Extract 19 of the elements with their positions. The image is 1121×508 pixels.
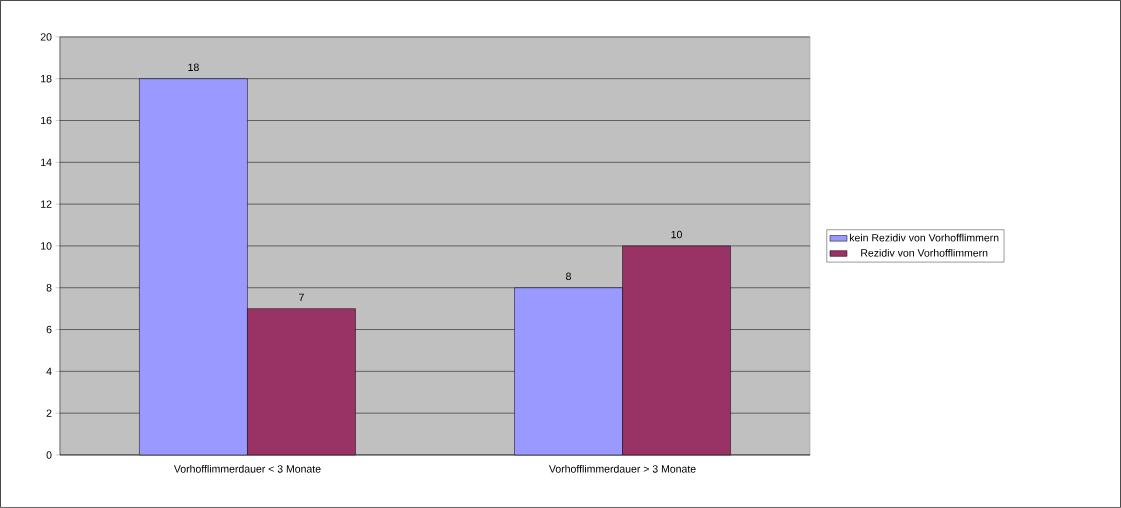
y-tick-label: 16 — [41, 116, 52, 125]
data-label: 7 — [299, 293, 304, 301]
data-label: 10 — [671, 230, 682, 239]
y-tick-label: 10 — [41, 242, 52, 250]
x-tick-label: Vorhofflimmerdauer > 3 Monate — [548, 464, 696, 473]
y-tick-label: 2 — [46, 409, 52, 417]
y-tick-label: 14 — [41, 158, 52, 166]
y-tick-label: 0 — [46, 451, 52, 459]
y-tick-label: 8 — [46, 284, 52, 292]
legend-label: kein Rezidiv von Vorhofflimmern — [849, 233, 999, 242]
data-label: 8 — [566, 272, 571, 281]
y-tick-label: 18 — [41, 75, 52, 83]
y-tick-label: 6 — [46, 325, 52, 334]
x-tick-label: Vorhofflimmerdauer < 3 Monate — [173, 464, 321, 473]
y-tick-label: 20 — [40, 33, 52, 41]
legend-label: Rezidiv von Vorhofflimmern — [861, 248, 988, 257]
y-tick-label: 4 — [46, 367, 52, 376]
y-tick-label: 12 — [41, 200, 52, 208]
data-label: 18 — [188, 63, 199, 72]
